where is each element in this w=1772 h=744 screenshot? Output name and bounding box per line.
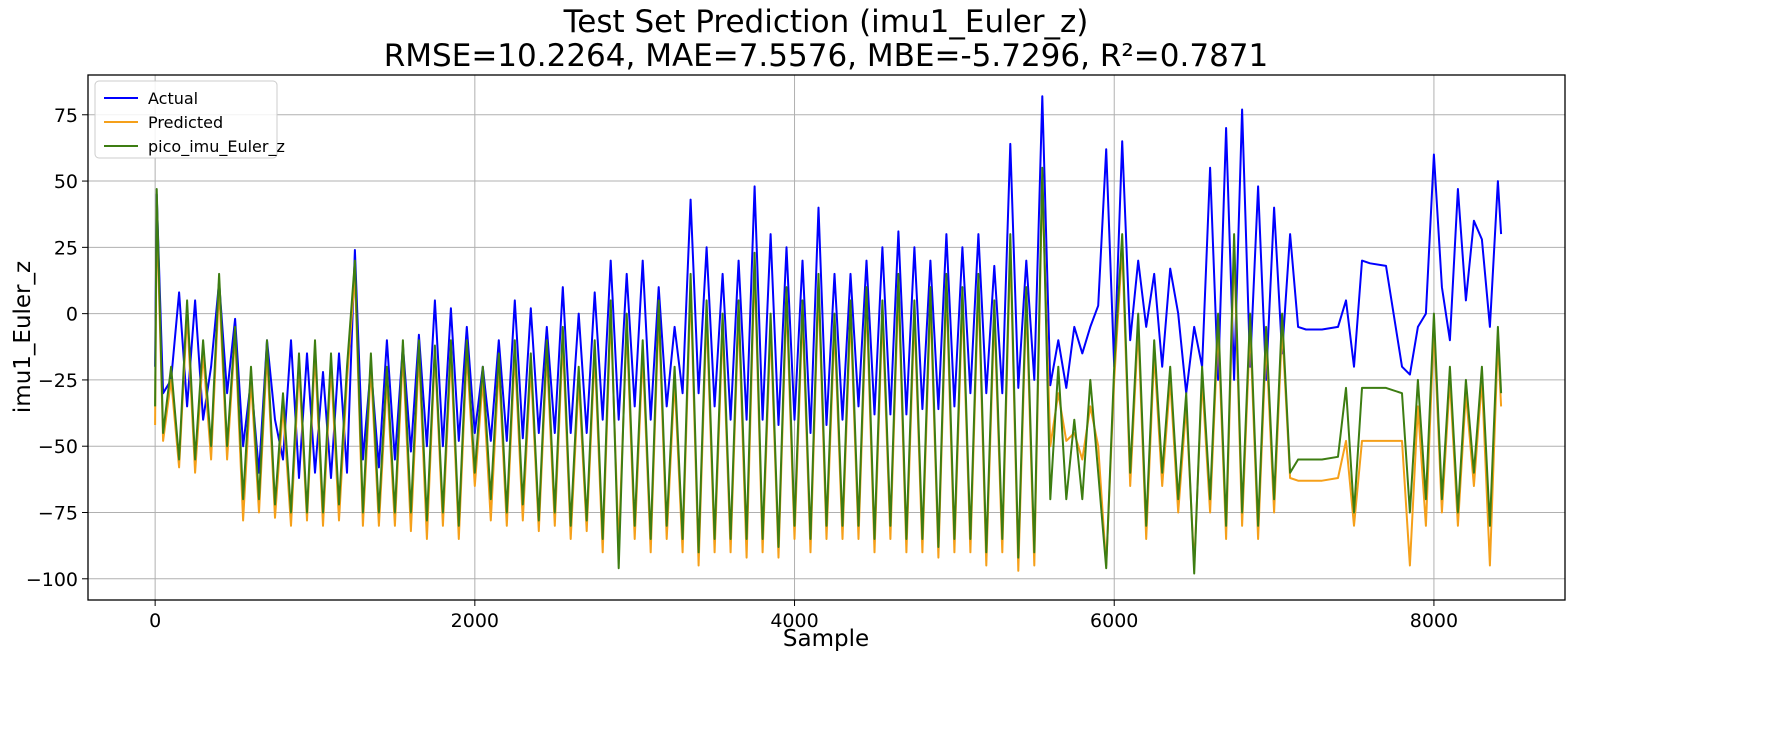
x-axis-label: Sample <box>783 626 869 652</box>
x-tick-label: 8000 <box>1410 610 1458 632</box>
y-tick-label: −25 <box>38 370 78 392</box>
legend-label: Predicted <box>148 113 223 132</box>
legend-label: pico_imu_Euler_z <box>148 137 285 157</box>
y-tick-label: −100 <box>26 569 78 591</box>
x-tick-label: 0 <box>149 610 161 632</box>
y-tick-label: −75 <box>38 503 78 525</box>
series-lines <box>154 95 1503 575</box>
y-tick-label: 75 <box>54 105 78 127</box>
x-tick-label: 2000 <box>451 610 499 632</box>
legend: Actual Predicted pico_imu_Euler_z <box>94 80 285 159</box>
series-line-pico-imu-euler-z <box>154 166 1503 575</box>
x-tick-label: 6000 <box>1090 610 1138 632</box>
y-tick-label: 25 <box>54 237 78 259</box>
grid-lines <box>88 75 1565 600</box>
chart-subtitle: RMSE=10.2264, MAE=7.5576, MBE=-5.7296, R… <box>384 38 1268 74</box>
x-tick-label: 4000 <box>770 610 818 632</box>
legend-box <box>94 80 278 159</box>
legend-label: Actual <box>148 89 198 108</box>
plot-frame <box>87 74 1566 601</box>
y-tick-label: 50 <box>54 171 78 193</box>
chart-title: Test Set Prediction (imu1_Euler_z) <box>563 4 1089 40</box>
y-tick-label: −50 <box>38 436 78 458</box>
axis-ticks: 0 2000 4000 6000 8000 −100 −75 −50 −25 0 25 50 75 <box>26 105 1458 632</box>
y-axis-label: imu1_Euler_z <box>10 261 36 413</box>
series-line-actual <box>154 95 1503 479</box>
y-tick-label: 0 <box>66 304 78 326</box>
